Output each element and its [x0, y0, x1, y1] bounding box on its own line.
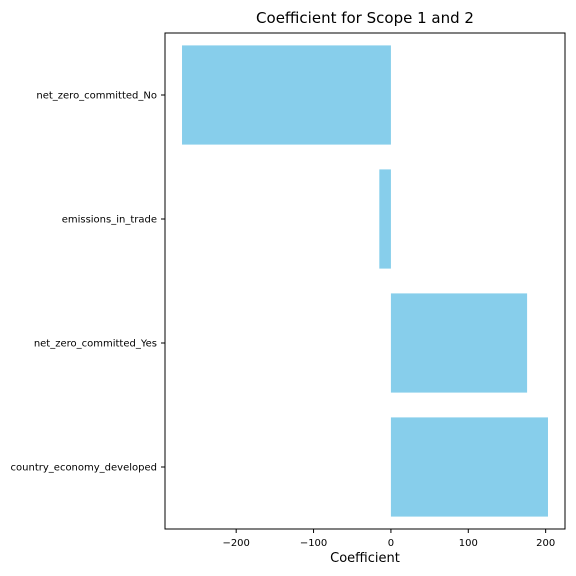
- chart-title: Coefficient for Scope 1 and 2: [256, 9, 474, 27]
- bar-net-zero-committed-Yes: [390, 293, 528, 393]
- y-tick-label: net_zero_committed_Yes: [34, 339, 157, 350]
- x-tick-label: 100: [459, 538, 478, 549]
- y-tick-label: emissions_in_trade: [62, 215, 157, 226]
- x-axis-ticks: −200 −100 0 100 200: [222, 529, 555, 549]
- x-tick-label: −200: [222, 538, 249, 549]
- x-tick-label: 200: [536, 538, 555, 549]
- bar-emissions-in-trade: [379, 169, 391, 269]
- y-tick-label: country_economy_developed: [11, 463, 157, 474]
- bar-net-zero-committed-No: [182, 45, 391, 145]
- bar-country-economy-developed: [390, 417, 548, 517]
- y-axis-ticks: net_zero_committed_No emissions_in_traden…: [11, 91, 165, 474]
- x-tick-label: −100: [300, 538, 327, 549]
- plot-frame: [164, 32, 566, 530]
- x-tick-label: 0: [388, 538, 394, 549]
- y-tick-label: net_zero_committed_No: [36, 91, 157, 102]
- x-axis-label: Coefficient: [330, 551, 400, 566]
- bars-group: [182, 45, 548, 517]
